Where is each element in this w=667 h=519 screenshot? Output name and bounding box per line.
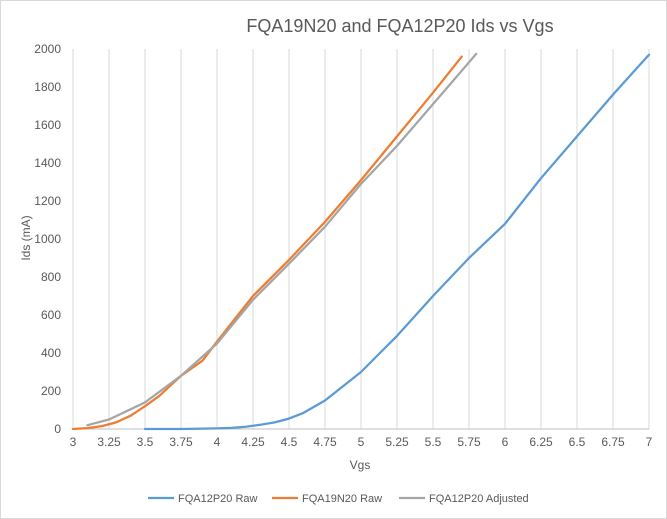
series-line-3 xyxy=(86,52,478,427)
x-tick-label: 4.5 xyxy=(281,435,298,449)
x-tick-label: 4.75 xyxy=(313,435,337,449)
y-tick-label: 800 xyxy=(41,270,61,284)
y-tick-label: 1200 xyxy=(34,194,61,208)
x-tick-label: 4.25 xyxy=(241,435,265,449)
plot-area xyxy=(71,52,651,431)
x-tick-label: 6 xyxy=(502,435,509,449)
y-tick-label: 2000 xyxy=(34,42,61,56)
y-tick-label: 600 xyxy=(41,308,61,322)
axes: 3 3.25 3.5 3.75 4 4.25 4.5 4.75 5 5.25 5.5 5.75 6 6.2… xyxy=(34,42,652,449)
y-tick-label: 1600 xyxy=(34,118,61,132)
y-tick-label: 1800 xyxy=(34,80,61,94)
x-tick-label: 3.5 xyxy=(137,435,154,449)
series-line-1 xyxy=(143,53,651,431)
y-tick-label: 200 xyxy=(41,384,61,398)
x-tick-label: 3.75 xyxy=(169,435,193,449)
x-axis-label: Vgs xyxy=(350,458,371,472)
y-axis-label: Ids (mA) xyxy=(19,215,33,260)
gridlines xyxy=(72,49,650,429)
x-tick-label: 5.5 xyxy=(425,435,442,449)
x-tick-label: 6.75 xyxy=(601,435,625,449)
y-tick-label: 0 xyxy=(54,422,61,436)
legend-label: FQA19N20 Raw xyxy=(302,493,382,505)
chart-title: FQA19N20 and FQA12P20 Ids vs Vgs xyxy=(246,16,553,36)
legend: FQA12P20 Raw FQA19N20 Raw FQA12P20 Adjuste… xyxy=(148,493,529,505)
legend-label: FQA12P20 Raw xyxy=(178,493,258,505)
x-tick-label: 3.25 xyxy=(97,435,121,449)
x-tick-label: 6.25 xyxy=(529,435,553,449)
x-tick-label: 5 xyxy=(358,435,365,449)
x-tick-label: 4 xyxy=(214,435,221,449)
y-tick-label: 1400 xyxy=(34,156,61,170)
x-tick-label: 6.5 xyxy=(569,435,586,449)
x-tick-label: 3 xyxy=(70,435,77,449)
x-tick-label: 5.75 xyxy=(457,435,481,449)
y-tick-label: 1000 xyxy=(34,232,61,246)
x-tick-label: 7 xyxy=(646,435,653,449)
y-tick-label: 400 xyxy=(41,346,61,360)
legend-label: FQA12P20 Adjusted xyxy=(429,493,529,505)
series-line-2 xyxy=(71,55,463,431)
x-tick-label: 5.25 xyxy=(385,435,409,449)
